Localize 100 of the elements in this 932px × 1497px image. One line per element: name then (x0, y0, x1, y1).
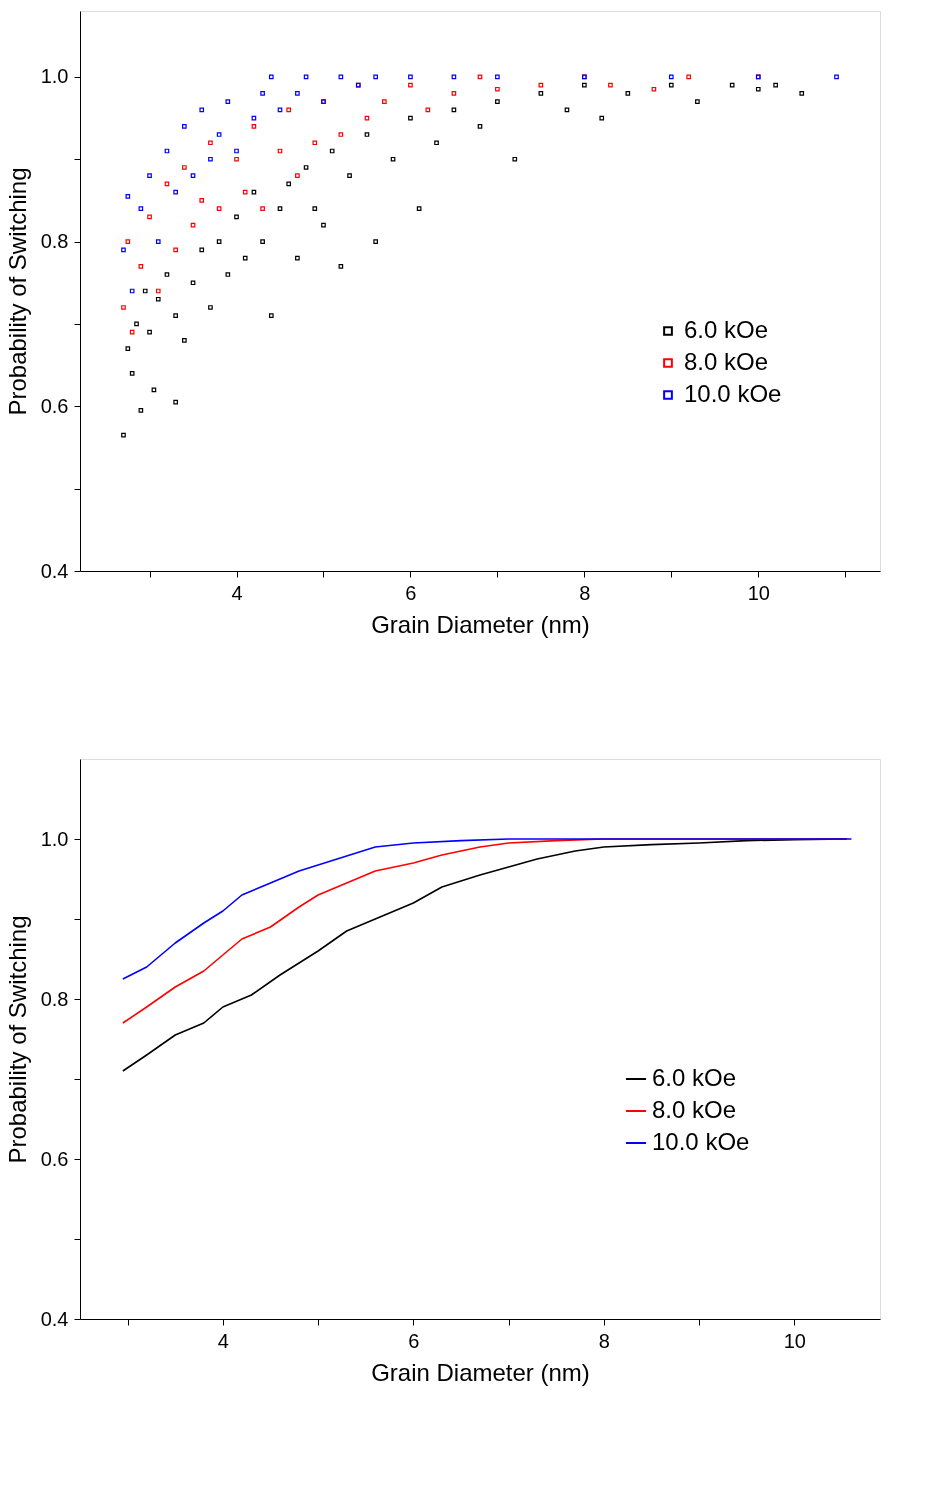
y-tick-label: 0.8 (40, 987, 69, 1010)
point (695, 99, 700, 104)
point (190, 173, 196, 179)
point (582, 82, 587, 88)
point (138, 408, 144, 413)
point (208, 305, 213, 310)
point (199, 107, 205, 113)
x-tick-label: 8 (579, 581, 591, 604)
point (216, 239, 222, 244)
x-tick-label: 6 (405, 581, 417, 604)
point (416, 206, 422, 211)
point (182, 338, 187, 343)
point (495, 74, 500, 80)
x-axis-title: Grain Diameter (nm) (371, 610, 590, 638)
point (190, 280, 196, 286)
legend-label: 8.0 kOe (652, 1096, 737, 1123)
point (121, 305, 126, 310)
point (538, 91, 544, 96)
point (286, 181, 292, 187)
point (338, 74, 344, 80)
point (125, 346, 131, 351)
point (242, 189, 248, 195)
x-tick-label: 8 (598, 1329, 610, 1352)
point (260, 206, 265, 211)
x-tick-label: 4 (231, 581, 243, 604)
point (373, 239, 378, 244)
point (668, 82, 674, 88)
legend-label: 10.0 kOe (684, 380, 782, 407)
point (295, 173, 300, 179)
y-tick-label: 0.4 (40, 1307, 69, 1330)
point (451, 107, 457, 113)
point (138, 263, 144, 269)
point (538, 82, 544, 88)
point (495, 99, 500, 104)
line-series (122, 838, 853, 980)
point (234, 156, 239, 162)
point (151, 387, 157, 393)
point (686, 74, 692, 80)
point (208, 156, 213, 162)
y-axis-title: Probability of Switching (3, 915, 31, 1164)
x-tick-label: 4 (217, 1329, 229, 1352)
point (512, 156, 518, 162)
point (312, 140, 318, 146)
legend-label: 6.0 kOe (652, 1064, 737, 1091)
point (182, 123, 187, 129)
point (277, 206, 283, 211)
point (129, 329, 135, 335)
point (182, 165, 187, 170)
y-tick-label: 0.6 (40, 394, 69, 417)
point (295, 255, 300, 261)
point (199, 247, 205, 253)
point (251, 123, 257, 129)
y-tick-label: 0.4 (40, 559, 69, 582)
legend-label: 10.0 kOe (652, 1128, 750, 1155)
point (755, 86, 761, 92)
x-axis-title: Grain Diameter (nm) (371, 1358, 590, 1386)
point (338, 263, 344, 269)
y-tick-label: 0.6 (40, 1147, 69, 1170)
point (155, 296, 161, 302)
point (295, 91, 300, 96)
point (225, 272, 231, 277)
point (147, 173, 152, 179)
point (125, 193, 131, 199)
point (277, 107, 283, 113)
point (338, 132, 344, 137)
point (208, 140, 213, 146)
point (286, 107, 292, 113)
point (799, 91, 805, 96)
point (260, 239, 265, 244)
x-tick-label: 10 (783, 1329, 806, 1352)
point (173, 189, 178, 195)
point (329, 148, 335, 154)
point (173, 247, 178, 253)
point (347, 173, 352, 179)
point (312, 206, 318, 211)
point (268, 74, 274, 80)
point (155, 288, 161, 294)
point (564, 107, 570, 113)
y-tick-label: 1.0 (40, 65, 69, 88)
point (434, 140, 439, 146)
x-tick-label: 10 (747, 581, 770, 604)
point (125, 239, 131, 244)
point (242, 255, 248, 261)
point (138, 206, 144, 211)
y-axis-title: Probability of Switching (3, 167, 31, 416)
point (451, 91, 457, 96)
point (155, 239, 161, 244)
point (225, 99, 231, 104)
point (477, 123, 483, 129)
point (390, 156, 396, 162)
point (173, 313, 178, 319)
point (121, 247, 126, 253)
point (199, 198, 205, 203)
y-tick-label: 0.8 (40, 230, 69, 253)
point (216, 206, 222, 211)
legend-label: 8.0 kOe (684, 348, 769, 375)
point (773, 82, 778, 88)
point (216, 132, 222, 137)
point (651, 86, 657, 92)
point (729, 82, 735, 88)
